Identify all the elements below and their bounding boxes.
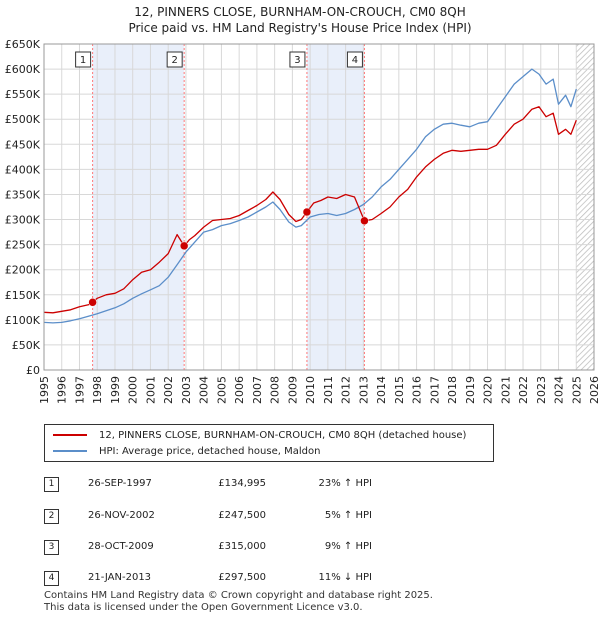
ownership-period-shade (306, 44, 365, 370)
y-tick-label: £450K (5, 138, 41, 151)
x-tick-label: 1996 (56, 376, 69, 404)
sale-marker-box (346, 51, 363, 68)
x-tick-label: 2022 (517, 376, 530, 404)
y-tick-label: £550K (5, 88, 41, 101)
x-tick-label: 2016 (411, 376, 424, 404)
y-tick-label: £500K (5, 113, 41, 126)
x-tick-label: 2025 (570, 376, 583, 404)
sale-marker-label: 4 (352, 55, 358, 66)
y-tick-label: £350K (5, 188, 41, 201)
sale-marker-label: 2 (171, 55, 177, 66)
sale-marker-label: 1 (80, 55, 86, 66)
y-tick-label: £400K (5, 163, 41, 176)
sale-point (302, 207, 312, 217)
sale-price: £134,995 (218, 478, 266, 489)
x-tick-label: 2023 (535, 376, 548, 404)
sale-date: 26-SEP-1997 (88, 478, 152, 489)
sale-row: 1 26-SEP-1997 £134,995 23% ↑ HPI (0, 474, 600, 494)
sale-number-badge: 2 (44, 509, 59, 524)
sale-point (88, 298, 97, 307)
legend: 12, PINNERS CLOSE, BURNHAM-ON-CROUCH, CM… (44, 424, 494, 462)
legend-label-hpi: HPI: Average price, detached house, Mald… (99, 445, 321, 457)
y-tick-label: £600K (5, 63, 41, 76)
legend-item-hpi: HPI: Average price, detached house, Mald… (53, 443, 320, 459)
sale-price: £297,500 (218, 572, 266, 583)
x-tick-label: 2001 (144, 376, 157, 404)
chart-subtitle: Price paid vs. HM Land Registry's House … (128, 21, 472, 35)
sale-number-badge: 4 (44, 571, 59, 586)
footer: Contains HM Land Registry data © Crown c… (44, 590, 433, 614)
sale-marker-box (289, 51, 306, 68)
hpi-line (43, 68, 577, 324)
sale-hpi-diff: 23% ↑ HPI (318, 478, 372, 489)
y-tick-label: £250K (5, 239, 41, 252)
forecast-hatch (576, 44, 594, 370)
x-tick-label: 2002 (162, 376, 175, 404)
x-tick-label: 2005 (215, 376, 228, 404)
y-tick-label: £100K (5, 314, 41, 327)
x-tick-label: 2015 (393, 376, 406, 404)
x-tick-label: 1995 (38, 376, 51, 404)
chart-title: 12, PINNERS CLOSE, BURNHAM-ON-CROUCH, CM… (134, 5, 466, 19)
sale-date: 28-OCT-2009 (88, 541, 154, 552)
sale-hpi-diff: 9% ↑ HPI (324, 541, 372, 552)
legend-item-property: 12, PINNERS CLOSE, BURNHAM-ON-CROUCH, CM… (53, 427, 466, 443)
x-tick-label: 2008 (269, 376, 282, 404)
sale-hpi-diff: 5% ↑ HPI (324, 510, 372, 521)
x-tick-label: 2011 (322, 376, 335, 404)
x-tick-label: 2009 (286, 376, 299, 404)
y-tick-label: £200K (5, 264, 41, 277)
sale-number-badge: 3 (44, 540, 59, 555)
legend-swatch-property (53, 434, 87, 436)
sale-marker-box (75, 51, 92, 68)
legend-swatch-hpi (53, 450, 87, 452)
sale-date: 21-JAN-2013 (88, 572, 152, 583)
legend-label-property: 12, PINNERS CLOSE, BURNHAM-ON-CROUCH, CM… (99, 429, 467, 441)
plot-border (43, 43, 595, 371)
price-chart: £0 £50K £100K £150K £200K £250K £300K £350K £400… (5, 38, 600, 404)
x-tick-label: 2020 (482, 376, 495, 404)
x-tick-label: 2007 (251, 376, 264, 404)
sale-point (360, 216, 369, 226)
x-tick-label: 1997 (73, 376, 86, 404)
x-tick-label: 2026 (588, 376, 600, 404)
y-tick-label: £300K (5, 214, 41, 227)
sale-price: £247,500 (218, 510, 266, 521)
y-tick-label: £50K (12, 339, 41, 352)
x-tick-label: 2000 (127, 376, 140, 404)
x-tick-label: 2018 (446, 376, 459, 404)
sale-date: 26-NOV-2002 (88, 510, 155, 521)
sale-price: £315,000 (218, 541, 266, 552)
y-tick-label: £0 (26, 364, 40, 377)
x-tick-label: 1998 (91, 376, 104, 404)
x-tick-label: 2019 (464, 376, 477, 404)
x-tick-label: 2004 (198, 376, 211, 404)
sale-hpi-diff: 11% ↓ HPI (318, 572, 372, 583)
x-tick-label: 1999 (109, 376, 122, 404)
sale-marker-box (166, 51, 183, 68)
sale-point (179, 241, 189, 251)
x-tick-label: 2014 (375, 376, 388, 404)
x-tick-label: 2017 (428, 376, 441, 404)
sale-number-badge: 1 (44, 477, 59, 492)
ownership-period-shade (92, 44, 185, 370)
x-tick-label: 2012 (340, 376, 353, 404)
x-tick-label: 2021 (499, 376, 512, 404)
footer-copyright: Contains HM Land Registry data © Crown c… (44, 590, 433, 601)
sale-row: 2 26-NOV-2002 £247,500 5% ↑ HPI (0, 506, 600, 526)
sale-row: 4 21-JAN-2013 £297,500 11% ↓ HPI (0, 568, 600, 588)
sale-marker-label: 3 (294, 55, 300, 66)
footer-licence: This data is licensed under the Open Gov… (44, 602, 363, 613)
x-tick-label: 2003 (180, 376, 193, 404)
x-tick-label: 2010 (304, 376, 317, 404)
y-tick-label: £150K (5, 289, 41, 302)
sale-row: 3 28-OCT-2009 £315,000 9% ↑ HPI (0, 537, 600, 557)
x-tick-label: 2013 (357, 376, 370, 404)
y-tick-label: £650K (5, 38, 41, 51)
x-tick-label: 2024 (553, 376, 566, 404)
x-tick-label: 2006 (233, 376, 246, 404)
